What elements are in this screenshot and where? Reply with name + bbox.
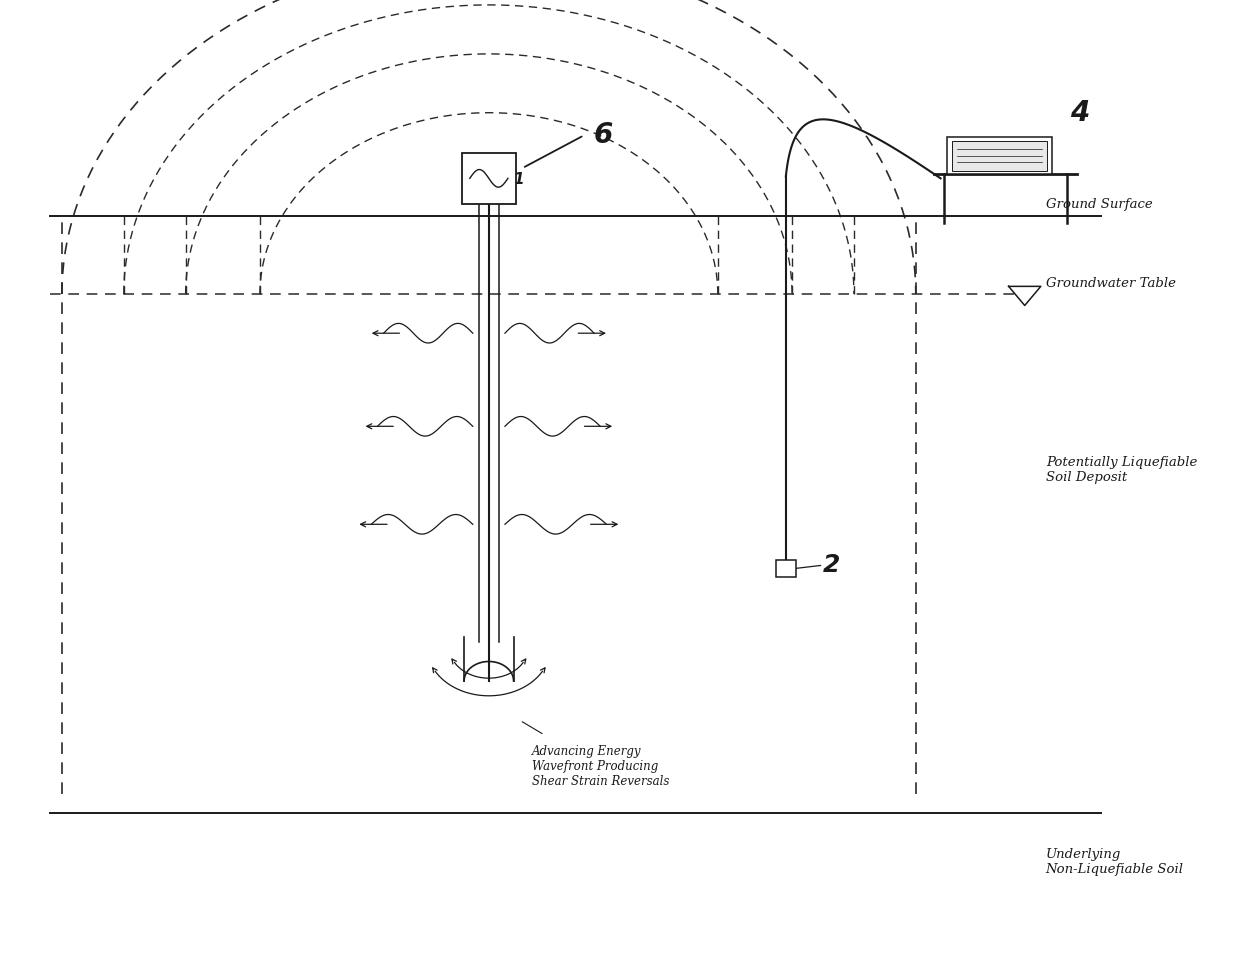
Text: Advancing Energy
Wavefront Producing
Shear Strain Reversals: Advancing Energy Wavefront Producing She…: [532, 745, 670, 788]
Text: 1: 1: [513, 172, 525, 187]
Text: Potentially Liquefiable
Soil Deposit: Potentially Liquefiable Soil Deposit: [1045, 457, 1197, 484]
Bar: [461, 153, 516, 204]
Bar: [951, 141, 1047, 171]
Text: Ground Surface: Ground Surface: [1045, 198, 1152, 211]
Bar: [776, 560, 796, 577]
Text: 2: 2: [823, 554, 841, 577]
Bar: [947, 137, 1052, 174]
Text: 4: 4: [1070, 99, 1090, 126]
Text: Underlying
Non-Liquefiable Soil: Underlying Non-Liquefiable Soil: [1045, 849, 1184, 876]
Text: 6: 6: [594, 122, 614, 149]
Text: Groundwater Table: Groundwater Table: [1045, 277, 1176, 290]
